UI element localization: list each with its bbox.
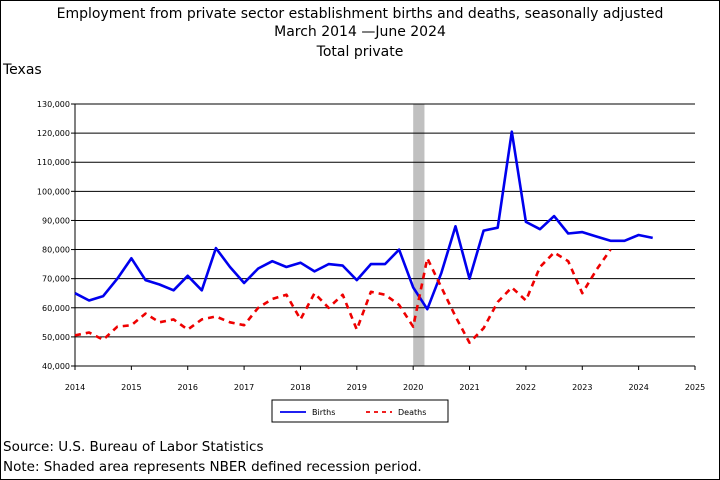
y-tick-label: 60,000 — [42, 304, 70, 313]
y-tick-label: 130,000 — [37, 100, 70, 109]
y-tick-label: 100,000 — [37, 187, 70, 196]
x-tick-label: 2023 — [572, 383, 592, 392]
y-tick-label: 70,000 — [42, 275, 70, 284]
x-tick-label: 2020 — [403, 383, 423, 392]
legend-label-births: Births — [312, 408, 335, 417]
x-tick-label: 2014 — [65, 383, 85, 392]
x-tick-label: 2018 — [290, 383, 310, 392]
x-tick-label: 2022 — [516, 383, 536, 392]
y-tick-label: 90,000 — [42, 216, 70, 225]
source-note: Source: U.S. Bureau of Labor Statistics — [3, 439, 264, 455]
series-line-deaths — [74, 248, 612, 345]
y-tick-label: 80,000 — [42, 246, 70, 255]
chart-title-line-2: March 2014 —June 2024 — [274, 24, 446, 40]
recession-shading — [413, 104, 425, 366]
legend-label-deaths: Deaths — [398, 408, 426, 417]
y-tick-label: 110,000 — [37, 158, 70, 167]
x-tick-label: 2019 — [347, 383, 367, 392]
chart-title-line-1: Employment from private sector establish… — [56, 6, 664, 22]
recession-note: Note: Shaded area represents NBER define… — [3, 459, 422, 475]
legend-box — [271, 399, 449, 423]
y-tick-label: 120,000 — [37, 129, 70, 138]
y-tick-label: 40,000 — [42, 362, 70, 371]
x-tick-label: 2021 — [459, 383, 479, 392]
x-tick-label: 2024 — [628, 383, 648, 392]
series-line-births — [74, 130, 653, 311]
x-tick-label: 2017 — [234, 383, 254, 392]
x-tick-label: 2015 — [121, 383, 141, 392]
x-tick-label: 2025 — [685, 383, 705, 392]
y-tick-label: 50,000 — [42, 333, 70, 342]
x-tick-label: 2016 — [178, 383, 198, 392]
chart-title-line-3: Total private — [316, 44, 404, 60]
region-label: Texas — [3, 62, 42, 78]
